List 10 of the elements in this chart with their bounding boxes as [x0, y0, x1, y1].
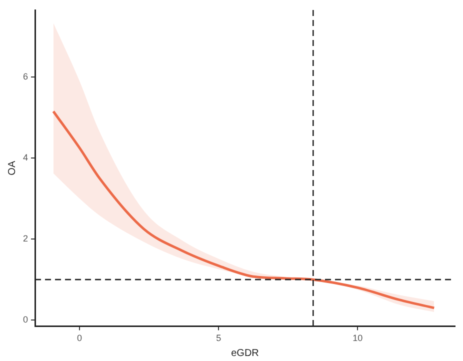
x-tick-label: 5 — [216, 333, 222, 344]
x-tick-label: 10 — [352, 333, 363, 344]
y-tick-label: 0 — [22, 314, 28, 325]
y-tick-label: 2 — [22, 234, 28, 244]
y-tick-label: 6 — [22, 71, 28, 82]
x-axis-title: eGDR — [231, 348, 259, 359]
x-tick-label: 0 — [77, 333, 82, 344]
y-tick-label: 4 — [22, 152, 28, 162]
y-axis-title: OA — [6, 160, 18, 176]
line-series — [52, 110, 436, 310]
